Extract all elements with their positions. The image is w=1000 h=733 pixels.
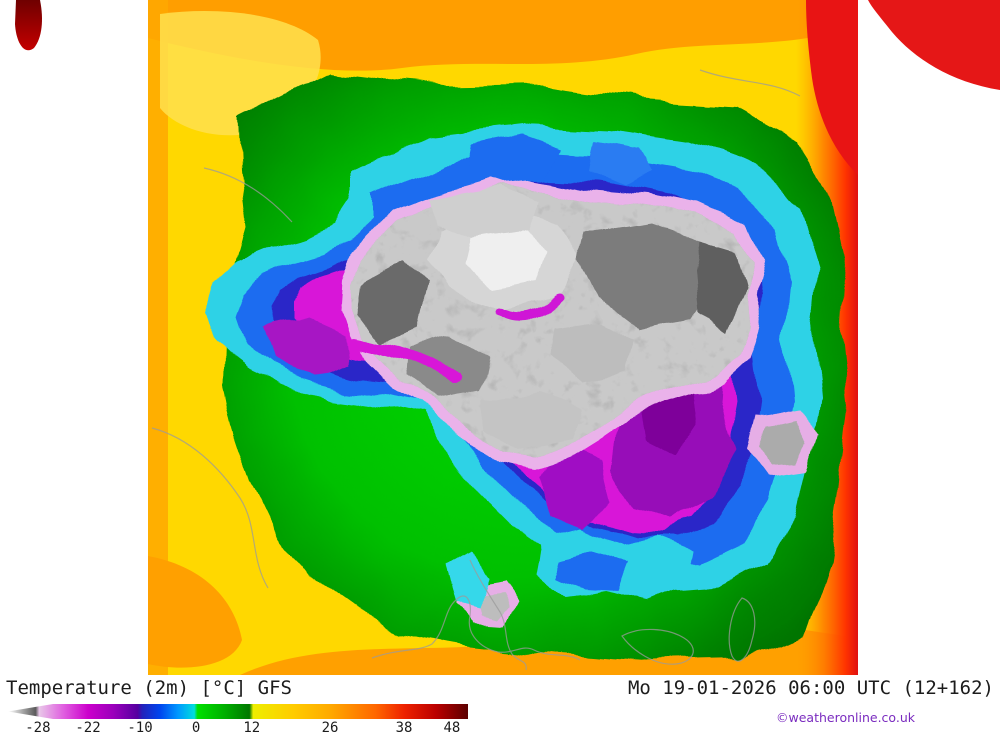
magenta-channel-center xyxy=(491,293,565,322)
temperature-map-svg xyxy=(15,0,1000,675)
legend-tick-label: 48 xyxy=(443,720,461,733)
datetime-label: Mo 19-01-2026 06:00 UTC (12+162) xyxy=(627,677,994,699)
map-layers xyxy=(148,0,858,675)
legend-tick-label: 26 xyxy=(321,720,339,733)
corner-patch-topleft xyxy=(15,0,42,51)
coastlines xyxy=(151,69,801,671)
product-label: Temperature (2m) [°C] GFS xyxy=(6,677,292,699)
legend-color-bar xyxy=(8,704,468,719)
blue-mottle-top1 xyxy=(466,136,560,180)
blue-mottle-bottom xyxy=(554,550,628,590)
blue-mottle-top2 xyxy=(590,140,652,184)
legend-tick-label: -10 xyxy=(127,720,153,733)
legend-tick-label: 38 xyxy=(395,720,413,733)
purple-core-bottom xyxy=(540,440,610,528)
legend-tick-label: -28 xyxy=(25,720,51,733)
magenta-channel-left xyxy=(346,336,460,384)
legend-tick-label: -22 xyxy=(75,720,101,733)
cyan-patch-italy xyxy=(446,552,488,606)
island-gray-alps xyxy=(474,588,508,616)
corner-patch-topright xyxy=(868,0,1000,90)
legend-tick-label: 12 xyxy=(243,720,261,733)
legend-tick-label: 0 xyxy=(191,720,201,733)
purple-core-left xyxy=(262,318,348,376)
legend-ticks: -28 -22 -10 0 12 26 38 48 xyxy=(0,720,480,733)
island-gray-right xyxy=(758,418,808,464)
map-canvas xyxy=(15,0,1000,675)
copyright-link[interactable]: ©weatheronline.co.uk xyxy=(776,710,915,725)
temperature-bands xyxy=(204,72,848,662)
